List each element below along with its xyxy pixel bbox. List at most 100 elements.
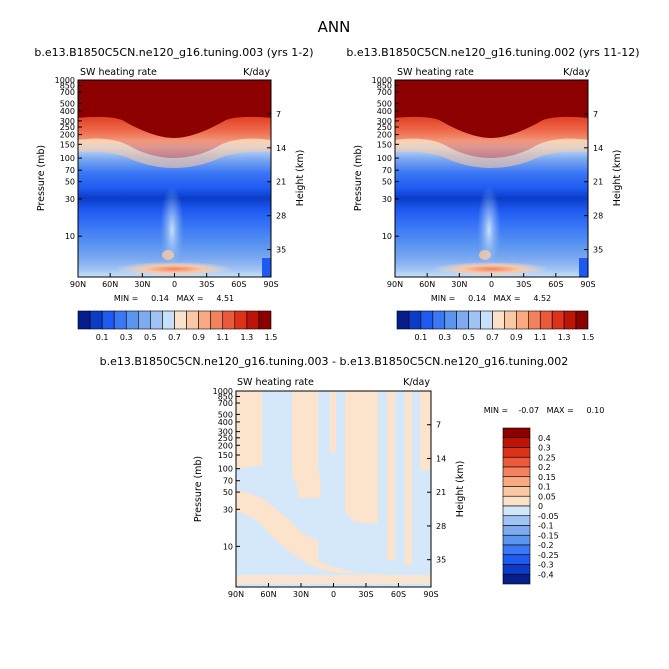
colorbar-swatch (396, 310, 410, 330)
variable-label: SW heating rate (397, 67, 474, 78)
colorbar-label: -0.2 (538, 541, 554, 550)
heatmap-field (236, 391, 431, 587)
y2-axis-label: Height (km) (295, 150, 306, 207)
pressure-tick-label: 700 (218, 399, 233, 408)
colorbar-label: 0.3 (538, 444, 551, 453)
pressure-tick-label: 400 (377, 107, 392, 116)
colorbar-label: -0.05 (538, 512, 559, 521)
pressure-tick-label: 70 (223, 477, 233, 486)
lat-tick-label: 0 (331, 590, 336, 599)
panel-title: b.e13.B1850C5CN.ne120_g16.tuning.003 - b… (100, 355, 569, 368)
latitude-axis: 90N 60N 30N 0 30S 60S 90S (228, 583, 439, 599)
pressure-tick-label: 100 (60, 154, 75, 163)
pressure-tick-label: 150 (377, 140, 392, 149)
pressure-tick-label: 400 (60, 107, 75, 116)
colorbar-label: 0.5 (144, 333, 157, 342)
y-axis-label: Pressure (mb) (36, 145, 47, 211)
lat-tick-label: 90S (580, 280, 595, 289)
colorbar: 0.1 0.3 0.5 0.7 0.9 1.1 1.3 1.5 (77, 310, 277, 342)
colorbar-swatch (101, 310, 115, 330)
pressure-tick-label: 500 (60, 100, 75, 109)
colorbar-swatch (502, 564, 531, 575)
pressure-tick-label: 700 (377, 88, 392, 97)
lat-tick-label: 90S (423, 590, 438, 599)
lat-tick-label: 90S (263, 280, 278, 289)
pressure-tick-label: 150 (218, 451, 233, 460)
pressure-tick-label: 30 (65, 195, 75, 204)
height-tick-label: 35 (436, 556, 446, 565)
height-tick-label: 35 (276, 246, 286, 255)
lat-tick-label: 0 (489, 280, 494, 289)
colorbar-label: 0.1 (96, 333, 109, 342)
colorbar-swatch (456, 310, 469, 330)
colorbar-swatch (502, 447, 531, 458)
colorbar-swatch (502, 427, 531, 439)
colorbar-swatch (420, 310, 434, 330)
colorbar-label: -0.4 (538, 570, 554, 579)
variable-label: SW heating rate (80, 67, 157, 78)
lat-tick-label: 30N (293, 590, 309, 599)
min-max-stats: MIN = 0.14 MAX = 4.51 (114, 294, 234, 303)
colorbar-swatch (502, 505, 531, 517)
colorbar-swatch (444, 310, 457, 330)
colorbar-swatch (125, 310, 139, 330)
colorbar-swatch (258, 310, 272, 330)
variable-label: SW heating rate (237, 377, 314, 388)
pressure-tick-label: 10 (65, 232, 75, 241)
panel-case-003: b.e13.B1850C5CN.ne120_g16.tuning.003 (yr… (34, 46, 313, 342)
colorbar-swatch (528, 310, 541, 330)
pressure-tick-label: 50 (223, 488, 233, 497)
pressure-tick-label: 70 (382, 166, 392, 175)
colorbar-swatch (138, 310, 151, 330)
pressure-tick-label: 850 (60, 82, 75, 91)
height-tick-label: 7 (436, 421, 441, 430)
colorbar-label: 0.15 (538, 473, 556, 482)
lat-tick-label: 60N (102, 280, 118, 289)
height-tick-label: 35 (593, 246, 603, 255)
colorbar-swatch (162, 310, 175, 330)
colorbar-label: 1.3 (558, 333, 571, 342)
colorbar-swatch (502, 515, 531, 526)
colorbar-swatch (174, 310, 187, 330)
colorbar-swatch (210, 310, 224, 330)
pressure-tick-label: 70 (65, 166, 75, 175)
pressure-tick-label: 300 (377, 117, 392, 126)
colorbar-label: 0.5 (462, 333, 475, 342)
pressure-tick-label: 500 (218, 410, 233, 419)
lat-tick-label: 60N (260, 590, 276, 599)
pressure-tick-label: 150 (60, 140, 75, 149)
panel-title: b.e13.B1850C5CN.ne120_g16.tuning.003 (yr… (34, 46, 313, 59)
y2-axis-label: Height (km) (455, 461, 466, 518)
height-axis: 35 28 21 14 7 (267, 110, 286, 255)
colorbar-swatch (502, 534, 531, 546)
colorbar-swatch (563, 310, 577, 330)
height-tick-label: 14 (276, 144, 286, 153)
colorbar-label: 0.7 (486, 333, 499, 342)
height-tick-label: 21 (593, 178, 603, 187)
height-tick-label: 7 (276, 110, 281, 119)
pressure-tick-label: 500 (377, 100, 392, 109)
pressure-tick-label: 250 (218, 434, 233, 443)
height-tick-label: 28 (436, 522, 446, 531)
heatmap-field (78, 80, 271, 277)
pressure-tick-label: 1000 (372, 76, 392, 85)
panel-case-002: b.e13.B1850C5CN.ne120_g16.tuning.002 (yr… (346, 46, 639, 342)
colorbar-label: 0.3 (120, 333, 133, 342)
pressure-tick-label: 850 (377, 82, 392, 91)
lat-tick-label: 90N (228, 590, 244, 599)
colorbar-label: 0.2 (538, 463, 551, 472)
colorbar-swatch (480, 310, 493, 330)
colorbar-label: 0.3 (438, 333, 451, 342)
pressure-tick-label: 10 (223, 542, 233, 551)
lat-tick-label: 30S (358, 590, 373, 599)
colorbar-label: 0 (538, 502, 543, 511)
colorbar-swatch (222, 310, 236, 330)
lat-tick-label: 60S (391, 590, 406, 599)
colorbar-swatch (502, 554, 531, 565)
pressure-tick-label: 1000 (213, 387, 233, 396)
lat-tick-label: 60S (548, 280, 563, 289)
lat-tick-label: 0 (172, 280, 177, 289)
